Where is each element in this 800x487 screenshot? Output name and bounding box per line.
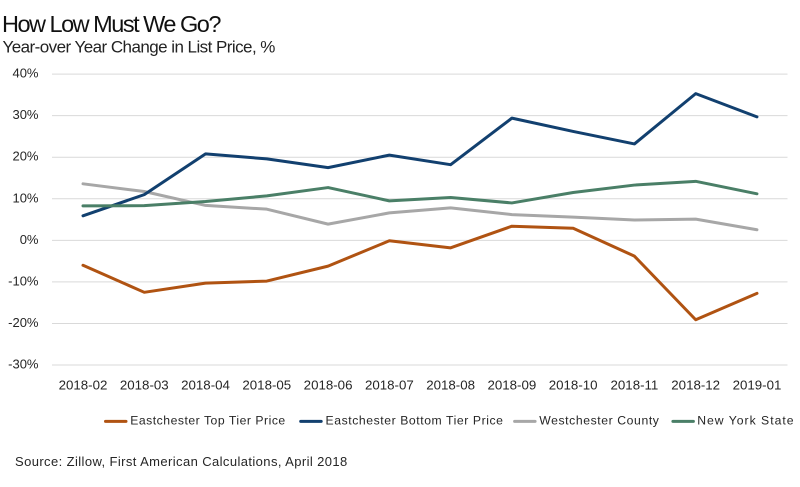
svg-text:Eastchester Top Tier Price: Eastchester Top Tier Price	[130, 414, 286, 428]
svg-text:2018-10: 2018-10	[549, 378, 598, 393]
svg-text:20%: 20%	[12, 149, 38, 164]
svg-text:2018-05: 2018-05	[242, 378, 291, 393]
svg-text:2018-02: 2018-02	[59, 378, 108, 393]
svg-text:40%: 40%	[12, 66, 38, 81]
svg-text:Source: Zillow, First American: Source: Zillow, First American Calculati…	[15, 454, 348, 469]
svg-text:-30%: -30%	[8, 357, 39, 372]
svg-text:2018-03: 2018-03	[120, 378, 169, 393]
svg-text:10%: 10%	[12, 190, 38, 205]
svg-text:2018-07: 2018-07	[365, 378, 414, 393]
svg-text:2018-04: 2018-04	[181, 378, 230, 393]
svg-text:How Low Must We Go?: How Low Must We Go?	[2, 11, 221, 37]
svg-text:2018-08: 2018-08	[426, 378, 475, 393]
svg-text:Year-over Year Change in List: Year-over Year Change in List Price, %	[3, 38, 276, 57]
svg-text:2018-06: 2018-06	[304, 378, 353, 393]
svg-text:0%: 0%	[20, 232, 39, 247]
svg-text:-20%: -20%	[8, 315, 39, 330]
svg-text:New York State: New York State	[697, 414, 794, 428]
svg-text:2018-12: 2018-12	[671, 378, 720, 393]
svg-text:2019-01: 2019-01	[733, 378, 782, 393]
svg-text:Westchester County: Westchester County	[539, 414, 660, 428]
svg-text:2018-09: 2018-09	[487, 378, 536, 393]
svg-text:-10%: -10%	[8, 273, 39, 288]
svg-text:2018-11: 2018-11	[611, 378, 659, 393]
svg-text:30%: 30%	[12, 107, 38, 122]
svg-text:Eastchester Bottom Tier Price: Eastchester Bottom Tier Price	[326, 414, 504, 428]
